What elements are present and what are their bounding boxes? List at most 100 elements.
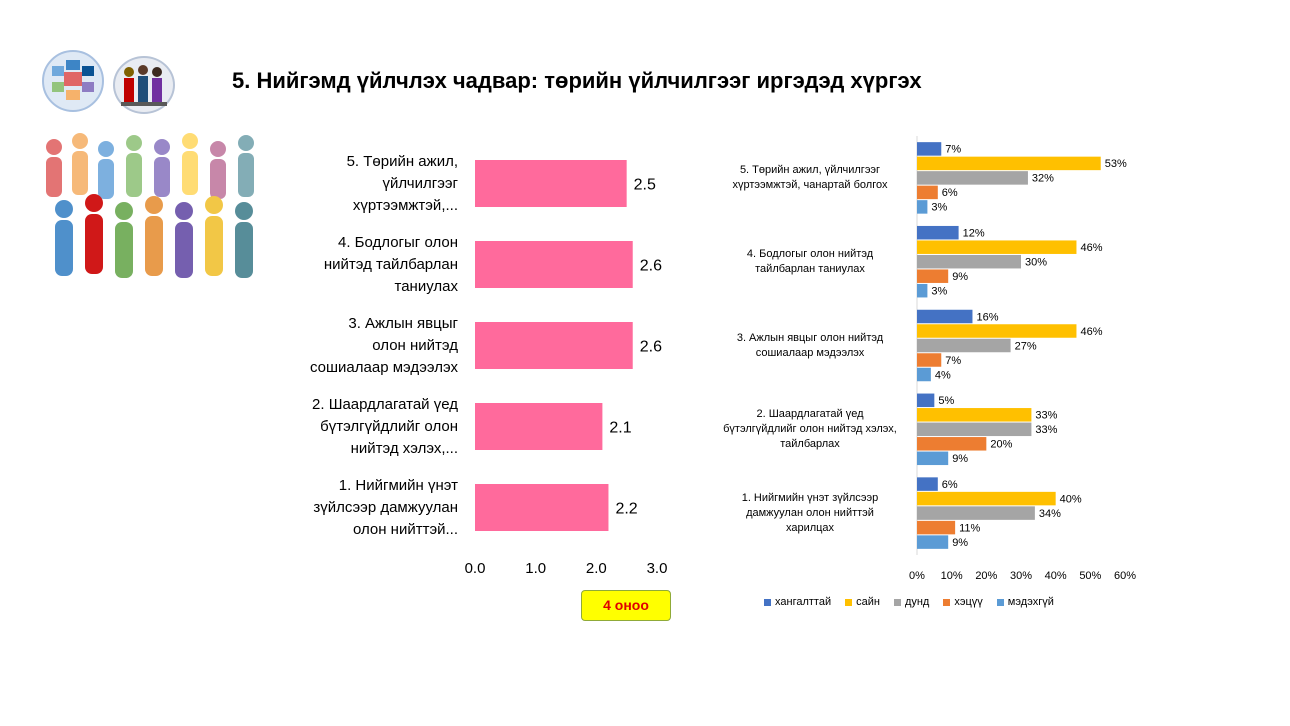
distribution-bar-value-label: 7%: [945, 144, 961, 156]
distribution-category-label-line: дамжуулан олон нийттэй: [746, 506, 874, 519]
distribution-bar-value-label: 9%: [952, 453, 968, 465]
legend-swatch: [893, 598, 901, 606]
distribution-category-label-line: 5. Төрийн ажил, үйлчилгээг: [739, 163, 881, 176]
distribution-bar: [917, 254, 1021, 269]
distribution-bar: [917, 225, 959, 240]
distribution-category-label: 2. Шаардлагатай үед бүтэлгүйдлийг олон ни…: [710, 407, 910, 452]
legend-label: мэдэхгүй: [1007, 596, 1054, 608]
score-category-label-line: бүтэлгүйдлийг олон: [320, 417, 458, 435]
distribution-category-label-line: сошиалаар мэдээлэх: [755, 346, 865, 359]
legend-item: хангалттай: [764, 596, 831, 608]
score-category-label-line: олон нийтэд: [372, 336, 458, 354]
distribution-bar-value-label: 33%: [1035, 410, 1057, 422]
score-category-label-line: үйлчилгээг: [382, 174, 459, 192]
distribution-category-label: 5. Төрийн ажил, үйлчилгээг хүртээмжтэй, ч…: [710, 163, 910, 193]
distribution-bar: [917, 535, 949, 549]
score-bar: [475, 403, 603, 450]
score-category-label-line: олон нийттэй...: [352, 520, 458, 538]
distribution-bar: [917, 393, 935, 408]
distribution-bar-value-label: 32%: [1032, 173, 1054, 185]
legend-label: дунд: [904, 596, 930, 608]
legend-swatch: [996, 598, 1004, 606]
legend-item: мэдэхгүй: [996, 596, 1054, 608]
score-bar: [475, 160, 627, 207]
score-category-label-line: 4. Бодлогыг олон: [338, 233, 458, 251]
score-category-label-line: 5. Төрийн ажил,: [346, 152, 458, 170]
distribution-bar: [917, 309, 973, 324]
legend-label: сайн: [856, 596, 880, 608]
score-category-label-line: хүртээмжтэй,...: [352, 196, 458, 214]
organization-logo: [42, 50, 104, 112]
distribution-bar-value-label: 46%: [1080, 242, 1102, 254]
distribution-bar-value-label: 11%: [959, 522, 980, 534]
distribution-axis-tick-label: 0%: [909, 570, 925, 582]
distribution-axis-tick-label: 20%: [975, 570, 997, 582]
score-category-label-line: нийтэд хэлэх,...: [350, 439, 458, 457]
distribution-bar: [917, 367, 931, 382]
score-category-label-line: таниулах: [394, 277, 458, 295]
distribution-bar: [917, 269, 949, 283]
score-bar: [475, 241, 633, 288]
distribution-bar: [917, 491, 1056, 506]
score-bar-value-label: 2.1: [609, 420, 631, 437]
puzzle-logo-icon: [52, 60, 94, 100]
distribution-axis-tick-label: 60%: [1114, 570, 1136, 582]
legend-swatch: [845, 598, 853, 606]
score-bar: [475, 484, 609, 531]
score-category-label-line: нийтэд тайлбарлан: [323, 255, 458, 273]
distribution-category-label-line: бүтэлгүйдлийг олон нийтэд хэлэх,: [723, 422, 897, 435]
distribution-bar-value-label: 6%: [942, 187, 958, 199]
distribution-bar: [917, 156, 1101, 171]
distribution-bar: [917, 353, 942, 367]
legend-swatch: [943, 598, 951, 606]
distribution-axis-tick-label: 10%: [941, 570, 963, 582]
distribution-category-label-line: 1. Нийгмийн үнэт зүйлсээр: [741, 491, 879, 504]
distribution-bar-value-label: 7%: [945, 355, 961, 367]
score-category-label: 5. Төрийн ажил, үйлчилгээг хүртээмжтэй,...: [278, 151, 458, 217]
legend-label: хангалттай: [775, 596, 832, 608]
score-category-label-line: 2. Шаардлагатай үед: [312, 395, 458, 413]
score-category-label: 2. Шаардлагатай үед бүтэлгүйдлийг олон ний…: [278, 394, 458, 460]
score-bar-value-label: 2.2: [615, 501, 637, 518]
score-axis-tick-label: 3.0: [647, 560, 668, 577]
distribution-category-label-line: тайлбарлах: [780, 437, 840, 450]
distribution-category-label-line: 3. Ажлын явцыг олон нийтэд: [736, 331, 884, 344]
distribution-category-label: 3. Ажлын явцыг олон нийтэд сошиалаар мэдэ…: [710, 331, 910, 361]
distribution-bar: [917, 506, 1035, 520]
distribution-bar: [917, 171, 1028, 185]
distribution-bar-value-label: 3%: [931, 285, 947, 297]
legend-item: дунд: [893, 596, 930, 608]
distribution-bar: [917, 142, 942, 156]
distribution-category-label-line: хүртээмжтэй, чанартай болгох: [732, 178, 888, 191]
distribution-category-label: 1. Нийгмийн үнэт зүйлсээр дамжуулан олон …: [710, 491, 910, 536]
distribution-bar-value-label: 6%: [942, 479, 958, 491]
distribution-bar-value-label: 3%: [931, 202, 947, 214]
distribution-bar-value-label: 12%: [963, 227, 985, 239]
distribution-bar-value-label: 9%: [952, 537, 968, 549]
distribution-axis-tick-label: 40%: [1045, 570, 1067, 582]
distribution-bar: [917, 200, 928, 214]
distribution-bar-value-label: 34%: [1039, 508, 1061, 520]
legend-item: хэцүү: [943, 596, 983, 608]
score-category-label-line: 1. Нийгмийн үнэт: [338, 476, 458, 494]
distribution-bar: [917, 240, 1077, 254]
distribution-bar-value-label: 53%: [1105, 158, 1127, 170]
distribution-bar-value-label: 46%: [1080, 326, 1102, 338]
score-bar-value-label: 2.6: [640, 258, 662, 275]
distribution-bar-value-label: 9%: [952, 271, 968, 283]
people-group-icon: [121, 65, 167, 106]
people-logo: [113, 56, 175, 114]
distribution-bar: [917, 324, 1077, 338]
distribution-bar-value-label: 30%: [1025, 256, 1047, 268]
score-bar-value-label: 2.6: [640, 339, 662, 356]
distribution-category-label-line: 2. Шаардлагатай үед: [756, 407, 864, 420]
distribution-bar-value-label: 20%: [990, 439, 1012, 451]
score-category-label: 1. Нийгмийн үнэт зүйлсээр дамжуулан олон н…: [278, 475, 458, 541]
distribution-bar: [917, 422, 1032, 437]
score-axis-tick-label: 0.0: [465, 560, 486, 577]
distribution-bar: [917, 477, 938, 491]
distribution-category-label-line: тайлбарлан таниулах: [755, 262, 865, 275]
distribution-bar: [917, 185, 938, 200]
page-title: 5. Нийгэмд үйлчлэх чадвар: төрийн үйлчил…: [232, 68, 922, 93]
score-axis-tick-label: 2.0: [586, 560, 607, 577]
